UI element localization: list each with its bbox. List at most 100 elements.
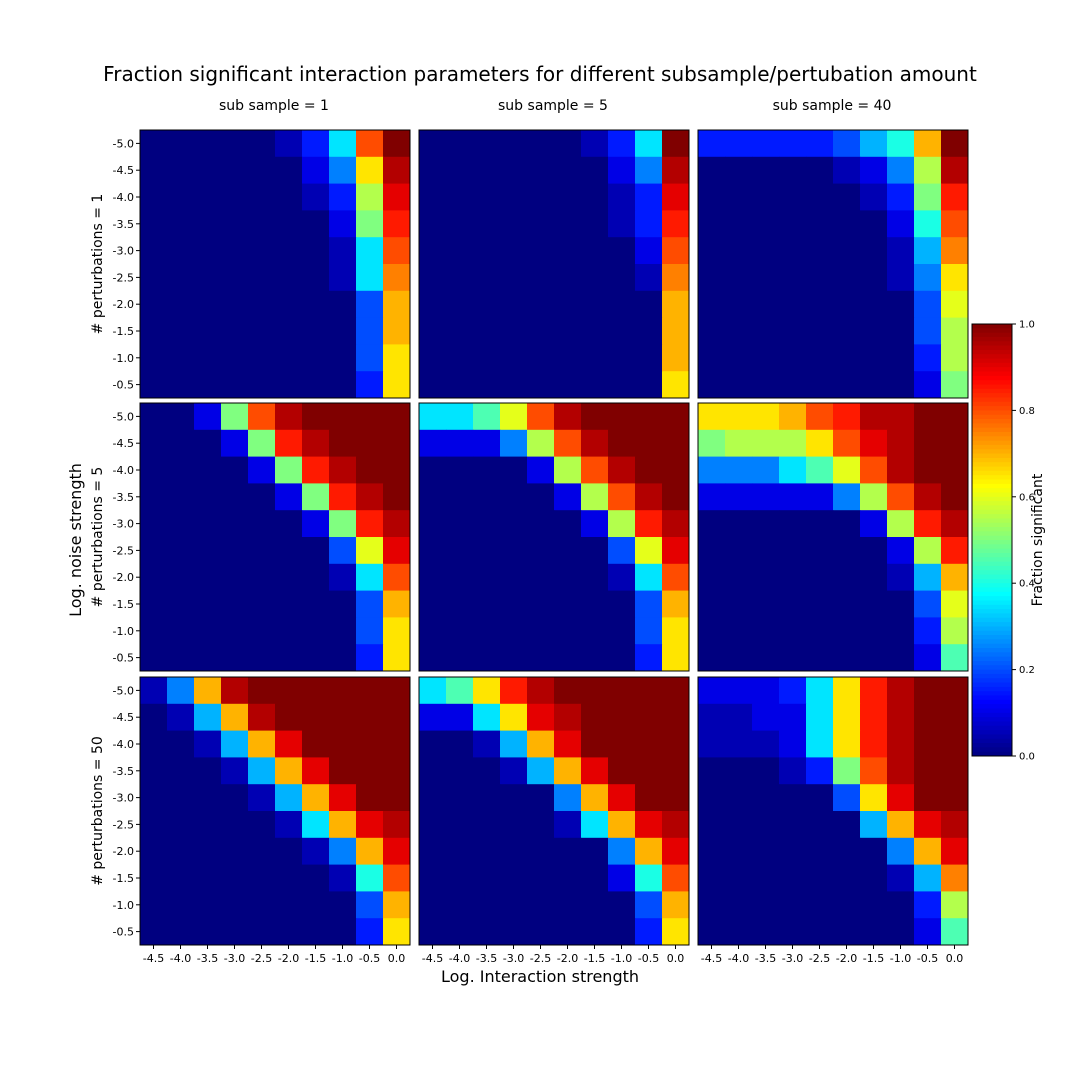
- heatmap-cell: [860, 644, 887, 671]
- heatmap-cell: [221, 291, 248, 318]
- heatmap-cell: [779, 564, 806, 591]
- heatmap-cell: [356, 704, 383, 731]
- heatmap-cell: [914, 210, 941, 237]
- colorbar-segment: [972, 700, 1012, 705]
- heatmap-cell: [500, 918, 527, 945]
- colorbar-segment: [972, 510, 1012, 515]
- heatmap-cell: [806, 237, 833, 264]
- heatmap-cell: [725, 430, 752, 457]
- heatmap-cell: [329, 891, 356, 918]
- heatmap-cell: [167, 838, 194, 865]
- heatmap-cell: [356, 403, 383, 430]
- heatmap-cell: [779, 918, 806, 945]
- heatmap-cell: [140, 591, 167, 618]
- colorbar-segment: [972, 389, 1012, 394]
- heatmap-cell: [887, 617, 914, 644]
- heatmap-cell: [833, 264, 860, 291]
- heatmap-cell: [248, 757, 275, 784]
- heatmap-cell: [302, 564, 329, 591]
- heatmap-cell: [914, 483, 941, 510]
- heatmap-cell: [194, 918, 221, 945]
- heatmap-cell: [329, 591, 356, 618]
- heatmap-cell: [554, 184, 581, 211]
- heatmap-cell: [779, 483, 806, 510]
- colorbar-segment: [972, 557, 1012, 562]
- colorbar-segment: [972, 644, 1012, 649]
- heatmap-cell: [446, 291, 473, 318]
- heatmap-cell: [419, 591, 446, 618]
- heatmap-cell: [446, 617, 473, 644]
- heatmap-cell: [914, 537, 941, 564]
- heatmap-cell: [581, 457, 608, 484]
- heatmap-cell: [725, 891, 752, 918]
- heatmap-cell: [221, 430, 248, 457]
- heatmap-cell: [662, 318, 689, 345]
- heatmap-cell: [356, 591, 383, 618]
- heatmap-cell: [356, 891, 383, 918]
- heatmap-cell: [221, 457, 248, 484]
- x-tick-label: 0.0: [946, 952, 964, 965]
- row-label-1: # perturbations = 1: [90, 194, 106, 335]
- heatmap-cell: [473, 430, 500, 457]
- heatmap-cell: [725, 291, 752, 318]
- heatmap-cell: [500, 891, 527, 918]
- heatmap-cell: [941, 430, 968, 457]
- y-tick-label: -1.5: [113, 598, 134, 611]
- heatmap-cell: [383, 704, 410, 731]
- heatmap-cell: [581, 564, 608, 591]
- heatmap-cell: [419, 371, 446, 398]
- heatmap-cell: [383, 237, 410, 264]
- heatmap-cell: [167, 644, 194, 671]
- heatmap-cell: [581, 510, 608, 537]
- heatmap-cell: [581, 811, 608, 838]
- heatmap-cell: [167, 918, 194, 945]
- heatmap-cell: [527, 130, 554, 157]
- heatmap-cell: [887, 537, 914, 564]
- heatmap-cell: [833, 430, 860, 457]
- heatmap-cell: [221, 344, 248, 371]
- heatmap-cell: [167, 811, 194, 838]
- heatmap-cell: [833, 457, 860, 484]
- heatmap-cell: [500, 483, 527, 510]
- y-tick-label: -4.0: [113, 738, 134, 751]
- heatmap-cell: [698, 510, 725, 537]
- heatmap-cell: [662, 537, 689, 564]
- heatmap-cell: [194, 210, 221, 237]
- heatmap-cell: [329, 838, 356, 865]
- heatmap-cell: [698, 157, 725, 184]
- heatmap-cell: [554, 483, 581, 510]
- heatmap-cell: [329, 537, 356, 564]
- heatmap-cell: [275, 731, 302, 758]
- heatmap-cell: [635, 291, 662, 318]
- heatmap-panel-r2-c2: [419, 403, 689, 671]
- heatmap-cell: [140, 184, 167, 211]
- heatmap-cell: [248, 510, 275, 537]
- heatmap-cell: [419, 318, 446, 345]
- colorbar-segment: [972, 661, 1012, 666]
- colorbar-segment: [972, 492, 1012, 497]
- heatmap-cell: [698, 430, 725, 457]
- heatmap-cell: [860, 757, 887, 784]
- y-tick-label: -2.5: [113, 544, 134, 557]
- heatmap-cell: [194, 510, 221, 537]
- heatmap-cell: [608, 264, 635, 291]
- heatmap-cell: [500, 184, 527, 211]
- heatmap-cell: [248, 644, 275, 671]
- heatmap-cell: [140, 157, 167, 184]
- colorbar-segment: [972, 721, 1012, 726]
- heatmap-cell: [302, 731, 329, 758]
- heatmap-cell: [302, 210, 329, 237]
- heatmap-cell: [302, 865, 329, 892]
- heatmap-cell: [779, 344, 806, 371]
- heatmap-cell: [779, 430, 806, 457]
- heatmap-cell: [248, 865, 275, 892]
- colorbar-segment: [972, 652, 1012, 657]
- heatmap-cell: [860, 838, 887, 865]
- heatmap-cell: [194, 891, 221, 918]
- heatmap-cell: [752, 644, 779, 671]
- heatmap-cell: [275, 184, 302, 211]
- heatmap-cell: [608, 237, 635, 264]
- heatmap-cell: [860, 617, 887, 644]
- heatmap-cell: [140, 677, 167, 704]
- heatmap-cell: [635, 811, 662, 838]
